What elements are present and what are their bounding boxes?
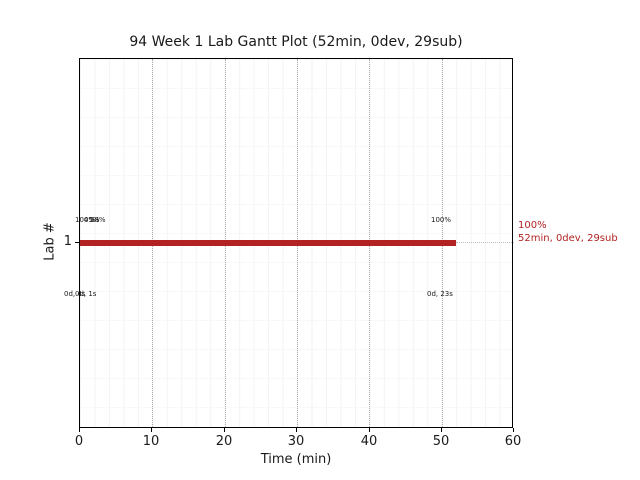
xtick-label-10: 10	[142, 434, 160, 449]
xtick-30	[296, 428, 297, 432]
xtick-label-0: 0	[74, 434, 84, 449]
ytick-1	[75, 242, 79, 243]
chart-title: 94 Week 1 Lab Gantt Plot (52min, 0dev, 2…	[129, 34, 463, 50]
xtick-label-50: 50	[432, 434, 450, 449]
plot-area	[79, 58, 514, 428]
duration-label-start-1: 0d, 4s	[64, 290, 86, 298]
percent-label-start-2: 45%	[84, 216, 100, 224]
xtick-label-60: 60	[504, 434, 522, 449]
xtick-40	[369, 428, 370, 432]
duration-label-end: 0d, 23s	[427, 290, 453, 298]
y-axis-label: Lab #	[42, 222, 58, 261]
duration-label-start-2: 0d, 1s	[75, 290, 97, 298]
bar-summary-stats: 52min, 0dev, 29sub	[518, 233, 618, 244]
bar-summary-percent: 100%	[518, 220, 547, 231]
bar-summary-annotation: 100% 52min, 0dev, 29sub	[518, 219, 618, 245]
percent-label-start-1: 100%	[75, 216, 96, 224]
x-axis-label: Time (min)	[260, 452, 332, 467]
percent-label-end: 100%	[431, 216, 452, 224]
ytick-label-1: 1	[63, 234, 72, 249]
xtick-0	[79, 428, 80, 432]
percent-label-start-3: 58%	[90, 216, 106, 224]
leader-line	[456, 242, 514, 243]
gantt-bar-lab1	[80, 240, 456, 246]
xtick-50	[441, 428, 442, 432]
xtick-label-40: 40	[360, 434, 378, 449]
xtick-label-20: 20	[215, 434, 233, 449]
xtick-20	[224, 428, 225, 432]
xtick-60	[513, 428, 514, 432]
xtick-10	[151, 428, 152, 432]
xtick-label-30: 30	[287, 434, 305, 449]
